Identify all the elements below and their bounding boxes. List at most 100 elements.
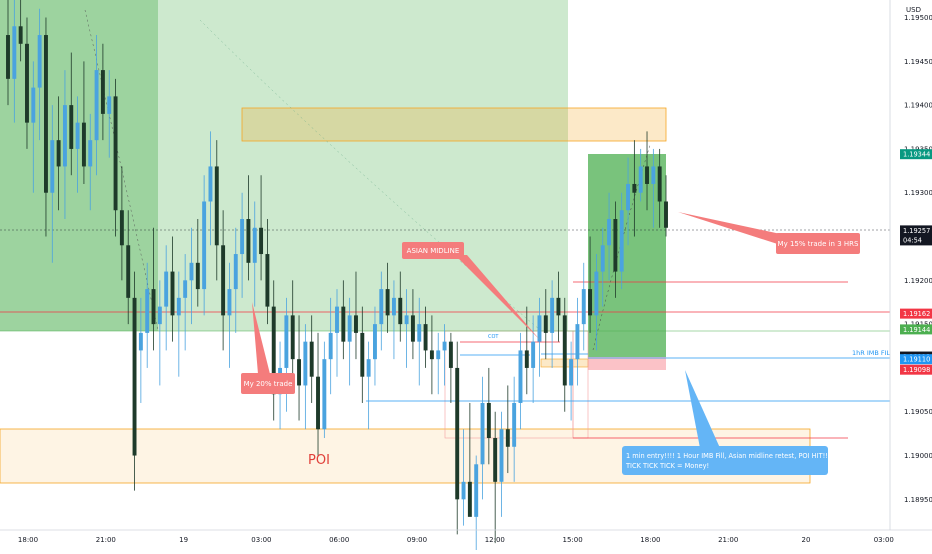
candle [183,254,188,351]
candle [69,52,74,176]
price-marker: 1.19344 [900,149,932,160]
my-20-trade-pointer [252,302,270,374]
orange-zone-top [241,107,667,142]
price-marker: 1.19144 [900,324,932,335]
candle [347,297,352,386]
price-marker: 1.19098 [900,364,932,375]
price-marker-countdown: 04:54 [903,236,922,244]
candle-body [581,289,586,325]
candle [100,43,105,141]
time-ticks: 18:00 21:00 19 03:00 06:00 09:00 12:00 15:00 18:… [18,536,894,544]
candle [360,306,365,403]
currency-label: USD [906,6,921,14]
candle-body [214,166,219,246]
candle-body [107,96,112,114]
candle-body [619,210,624,272]
time-tick-label: 06:00 [329,536,349,544]
candle [265,219,270,325]
candle-body [271,306,276,395]
candle-body [448,341,453,368]
candle-body [113,96,118,211]
candle [398,271,403,342]
candle-body [512,402,517,447]
time-tick-label: 21:00 [718,536,738,544]
candle-body [461,481,466,500]
candle-body [88,140,93,167]
candle-body [119,210,124,246]
candle-body [613,219,618,272]
price-marker-box [900,324,932,335]
candle-body [347,315,352,342]
asian-midline-label: ASIAN MIDLINE [407,247,460,255]
candle [233,227,238,333]
candle-body [94,70,99,141]
candle [467,402,472,517]
candle [373,306,377,386]
candle [391,280,396,360]
candle-body [100,70,105,114]
candle-body [62,105,67,167]
candle-body [145,289,150,333]
candle [94,35,99,176]
candle-body [164,271,169,307]
candle-body [638,166,643,193]
candle-body [259,227,264,255]
candle-body [645,166,649,184]
candle-body [195,262,200,290]
entry-note-box [622,446,828,475]
candle [505,385,510,474]
candle [221,210,226,351]
candle [581,262,586,351]
candle-body [75,122,80,149]
candle-body [575,324,580,360]
candle-body [600,245,605,272]
candle-body [157,306,162,325]
candle-body [531,341,536,368]
candles [6,0,668,554]
candle-body [176,297,181,316]
candle-body [284,315,289,368]
candle-body [455,367,460,500]
candle-body [518,350,523,403]
candle [645,131,649,211]
candle-body [252,227,257,263]
imb-fill-label: 1hR IMB FILL [852,349,894,357]
candle-body [417,324,422,342]
candle-body [594,271,599,316]
candle [638,148,643,202]
candle [208,131,213,246]
candle [240,192,245,298]
candle [12,0,17,123]
candle-body [632,183,637,193]
candle-body [543,315,548,333]
candle [613,201,618,298]
candle-body [202,201,207,290]
time-tick-label: 19 [179,536,188,544]
candle-body [442,341,447,351]
asian-midline-callout: ASIAN MIDLINE [402,242,540,340]
price-marker: 1.19110 [900,354,932,365]
candle [132,271,137,491]
candle-body [12,26,17,79]
candle [594,254,599,351]
candle [113,78,118,237]
candle [379,271,384,351]
candle [62,70,67,220]
candle-body [664,201,668,228]
candle [214,140,219,281]
time-tick-label: 12:00 [485,536,505,544]
time-tick-label: 18:00 [18,536,38,544]
price-tick-label: 1.19050 [904,408,932,416]
my-20-trade-callout: My 20% trade [241,302,295,394]
candle [600,227,605,307]
candle [271,280,276,421]
candle-body [556,297,561,316]
candle-body [493,438,498,482]
candle [75,96,80,193]
candle [423,306,428,368]
entry-note-pointer [685,370,720,448]
candle [632,140,637,237]
